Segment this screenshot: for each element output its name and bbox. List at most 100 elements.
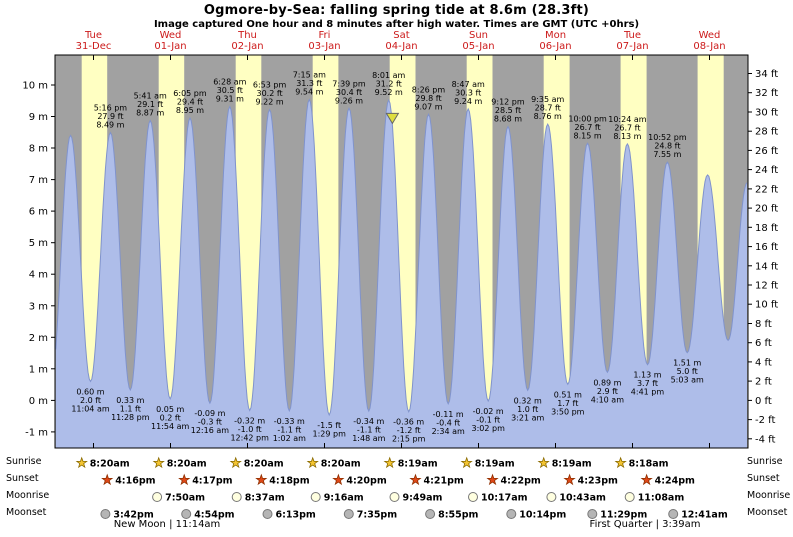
low-tide-label: 0.51 m (554, 390, 582, 399)
high-tide-label: 30.4 ft (336, 88, 362, 97)
left-axis-label: 10 m (22, 81, 48, 92)
left-axis-label: 7 m (29, 175, 48, 186)
sunset-icon (332, 473, 345, 486)
sunrise-icon (152, 456, 165, 469)
low-tide-label: 0.60 m (76, 387, 104, 396)
moonrise-icon (152, 492, 163, 502)
high-tide-label: 7:15 am (293, 71, 326, 80)
sunrise-time: 8:19am (552, 459, 592, 470)
right-axis-label: 24 ft (755, 165, 778, 176)
page-subtitle: Image captured One hour and 8 minutes af… (153, 19, 640, 30)
sunset-icon (255, 473, 268, 486)
date-label: 02-Jan (231, 41, 263, 52)
left-axis-label: 4 m (29, 270, 48, 281)
first-quarter-annotation: First Quarter | 3:39am (589, 519, 701, 530)
right-axis-label: 14 ft (755, 261, 778, 272)
high-tide-label: 6:05 pm (173, 89, 207, 98)
sunset-time: 4:17pm (192, 476, 232, 487)
high-tide-label: 9:35 am (531, 95, 564, 104)
moonset-time: 4:54pm (194, 510, 234, 521)
low-tide-label: 3:21 am (511, 413, 544, 422)
low-tide-label: 1.0 ft (517, 405, 538, 414)
sunrise-time: 8:19am (475, 459, 515, 470)
low-tide-label: -0.36 m (393, 418, 424, 427)
high-tide-label: 6:53 pm (253, 81, 287, 90)
high-tide-label: 29.8 ft (415, 94, 441, 103)
sunrise-icon (537, 456, 550, 469)
high-tide-label: 9:12 pm (491, 98, 525, 107)
moonset-time: 11:29pm (600, 510, 647, 521)
sunset-time: 4:18pm (269, 476, 309, 487)
low-tide-label: 12:16 am (191, 426, 230, 435)
day-label: Thu (237, 30, 257, 41)
sunrise-time: 8:19am (398, 459, 438, 470)
right-axis-label: 30 ft (755, 108, 778, 119)
sunset-time: 4:16pm (115, 476, 155, 487)
moonset-time: 10:14pm (519, 510, 566, 521)
sunset-time: 4:24pm (655, 476, 695, 487)
left-axis-label: 3 m (29, 301, 48, 312)
high-tide-label: 10:24 am (608, 115, 647, 124)
right-axis-label: 12 ft (755, 281, 778, 292)
low-tide-label: 1:02 am (273, 434, 306, 443)
sunrise-icon (306, 456, 319, 469)
right-axis-label: 28 ft (755, 127, 778, 138)
sunrise-row-label-right: Sunrise (747, 456, 783, 467)
high-tide-label: 9.54 m (295, 88, 323, 97)
low-tide-label: 1:48 am (352, 434, 385, 443)
day-label: Mon (545, 30, 566, 41)
low-tide-label: 2.9 ft (597, 387, 618, 396)
high-tide-label: 8.13 m (613, 132, 641, 141)
moonset-time: 7:35pm (357, 510, 397, 521)
sunrise-time: 8:20am (167, 459, 207, 470)
high-tide-label: 29.1 ft (137, 100, 163, 109)
day-label: Sun (469, 30, 488, 41)
page-title: Ogmore-by-Sea: falling spring tide at 8.… (203, 3, 590, 18)
low-tide-label: 5:03 am (671, 376, 704, 385)
high-tide-label: 9.22 m (256, 98, 284, 107)
moonrise-icon (310, 492, 321, 502)
sunset-icon (101, 473, 114, 486)
right-axis-label: 2 ft (755, 377, 772, 388)
moonrise-time: 9:49am (403, 493, 443, 504)
sunrise-time: 8:20am (90, 459, 130, 470)
high-tide-label: 8.87 m (136, 109, 164, 118)
low-tide-label: -1.0 ft (238, 425, 262, 434)
left-axis-label: 8 m (29, 144, 48, 155)
right-axis-label: 6 ft (755, 338, 772, 349)
sunset-time: 4:20pm (346, 476, 386, 487)
sunset-time: 4:21pm (424, 476, 464, 487)
high-tide-label: 8.76 m (534, 112, 562, 121)
high-tide-label: 6:28 am (213, 78, 246, 87)
low-tide-label: 0.33 m (116, 396, 144, 405)
new-moon-annotation: New Moon | 11:14am (113, 519, 221, 530)
right-axis-label: 20 ft (755, 204, 778, 215)
low-tide-label: 0.89 m (593, 378, 621, 387)
high-tide-label: 9.31 m (216, 95, 244, 104)
day-label: Sat (393, 30, 409, 41)
sunset-time: 4:22pm (501, 476, 541, 487)
moonset-icon (425, 509, 436, 519)
moonset-icon (343, 509, 354, 519)
moonrise-row-label-right: Moonrise (747, 490, 791, 501)
tide-area (55, 99, 748, 448)
left-axis-label: 6 m (29, 207, 48, 218)
low-tide-label: -1.1 ft (277, 425, 301, 434)
moonset-time: 3:42pm (113, 510, 153, 521)
moonset-icon (262, 509, 273, 519)
moonset-row-label-right: Moonset (747, 507, 788, 518)
sunset-time: 4:23pm (578, 476, 618, 487)
moonset-time: 12:41am (681, 510, 728, 521)
right-axis-label: 4 ft (755, 357, 772, 368)
sunset-icon (563, 473, 576, 486)
moonrise-icon (231, 492, 242, 502)
low-tide-label: 11:28 pm (111, 413, 150, 422)
low-tide-label: 1.13 m (633, 371, 661, 380)
date-label: 01-Jan (154, 41, 186, 52)
left-axis-label: -1 m (25, 427, 48, 438)
low-tide-label: 11:04 am (71, 404, 110, 413)
right-axis-label: 32 ft (755, 88, 778, 99)
high-tide-label: 31.3 ft (296, 79, 322, 88)
